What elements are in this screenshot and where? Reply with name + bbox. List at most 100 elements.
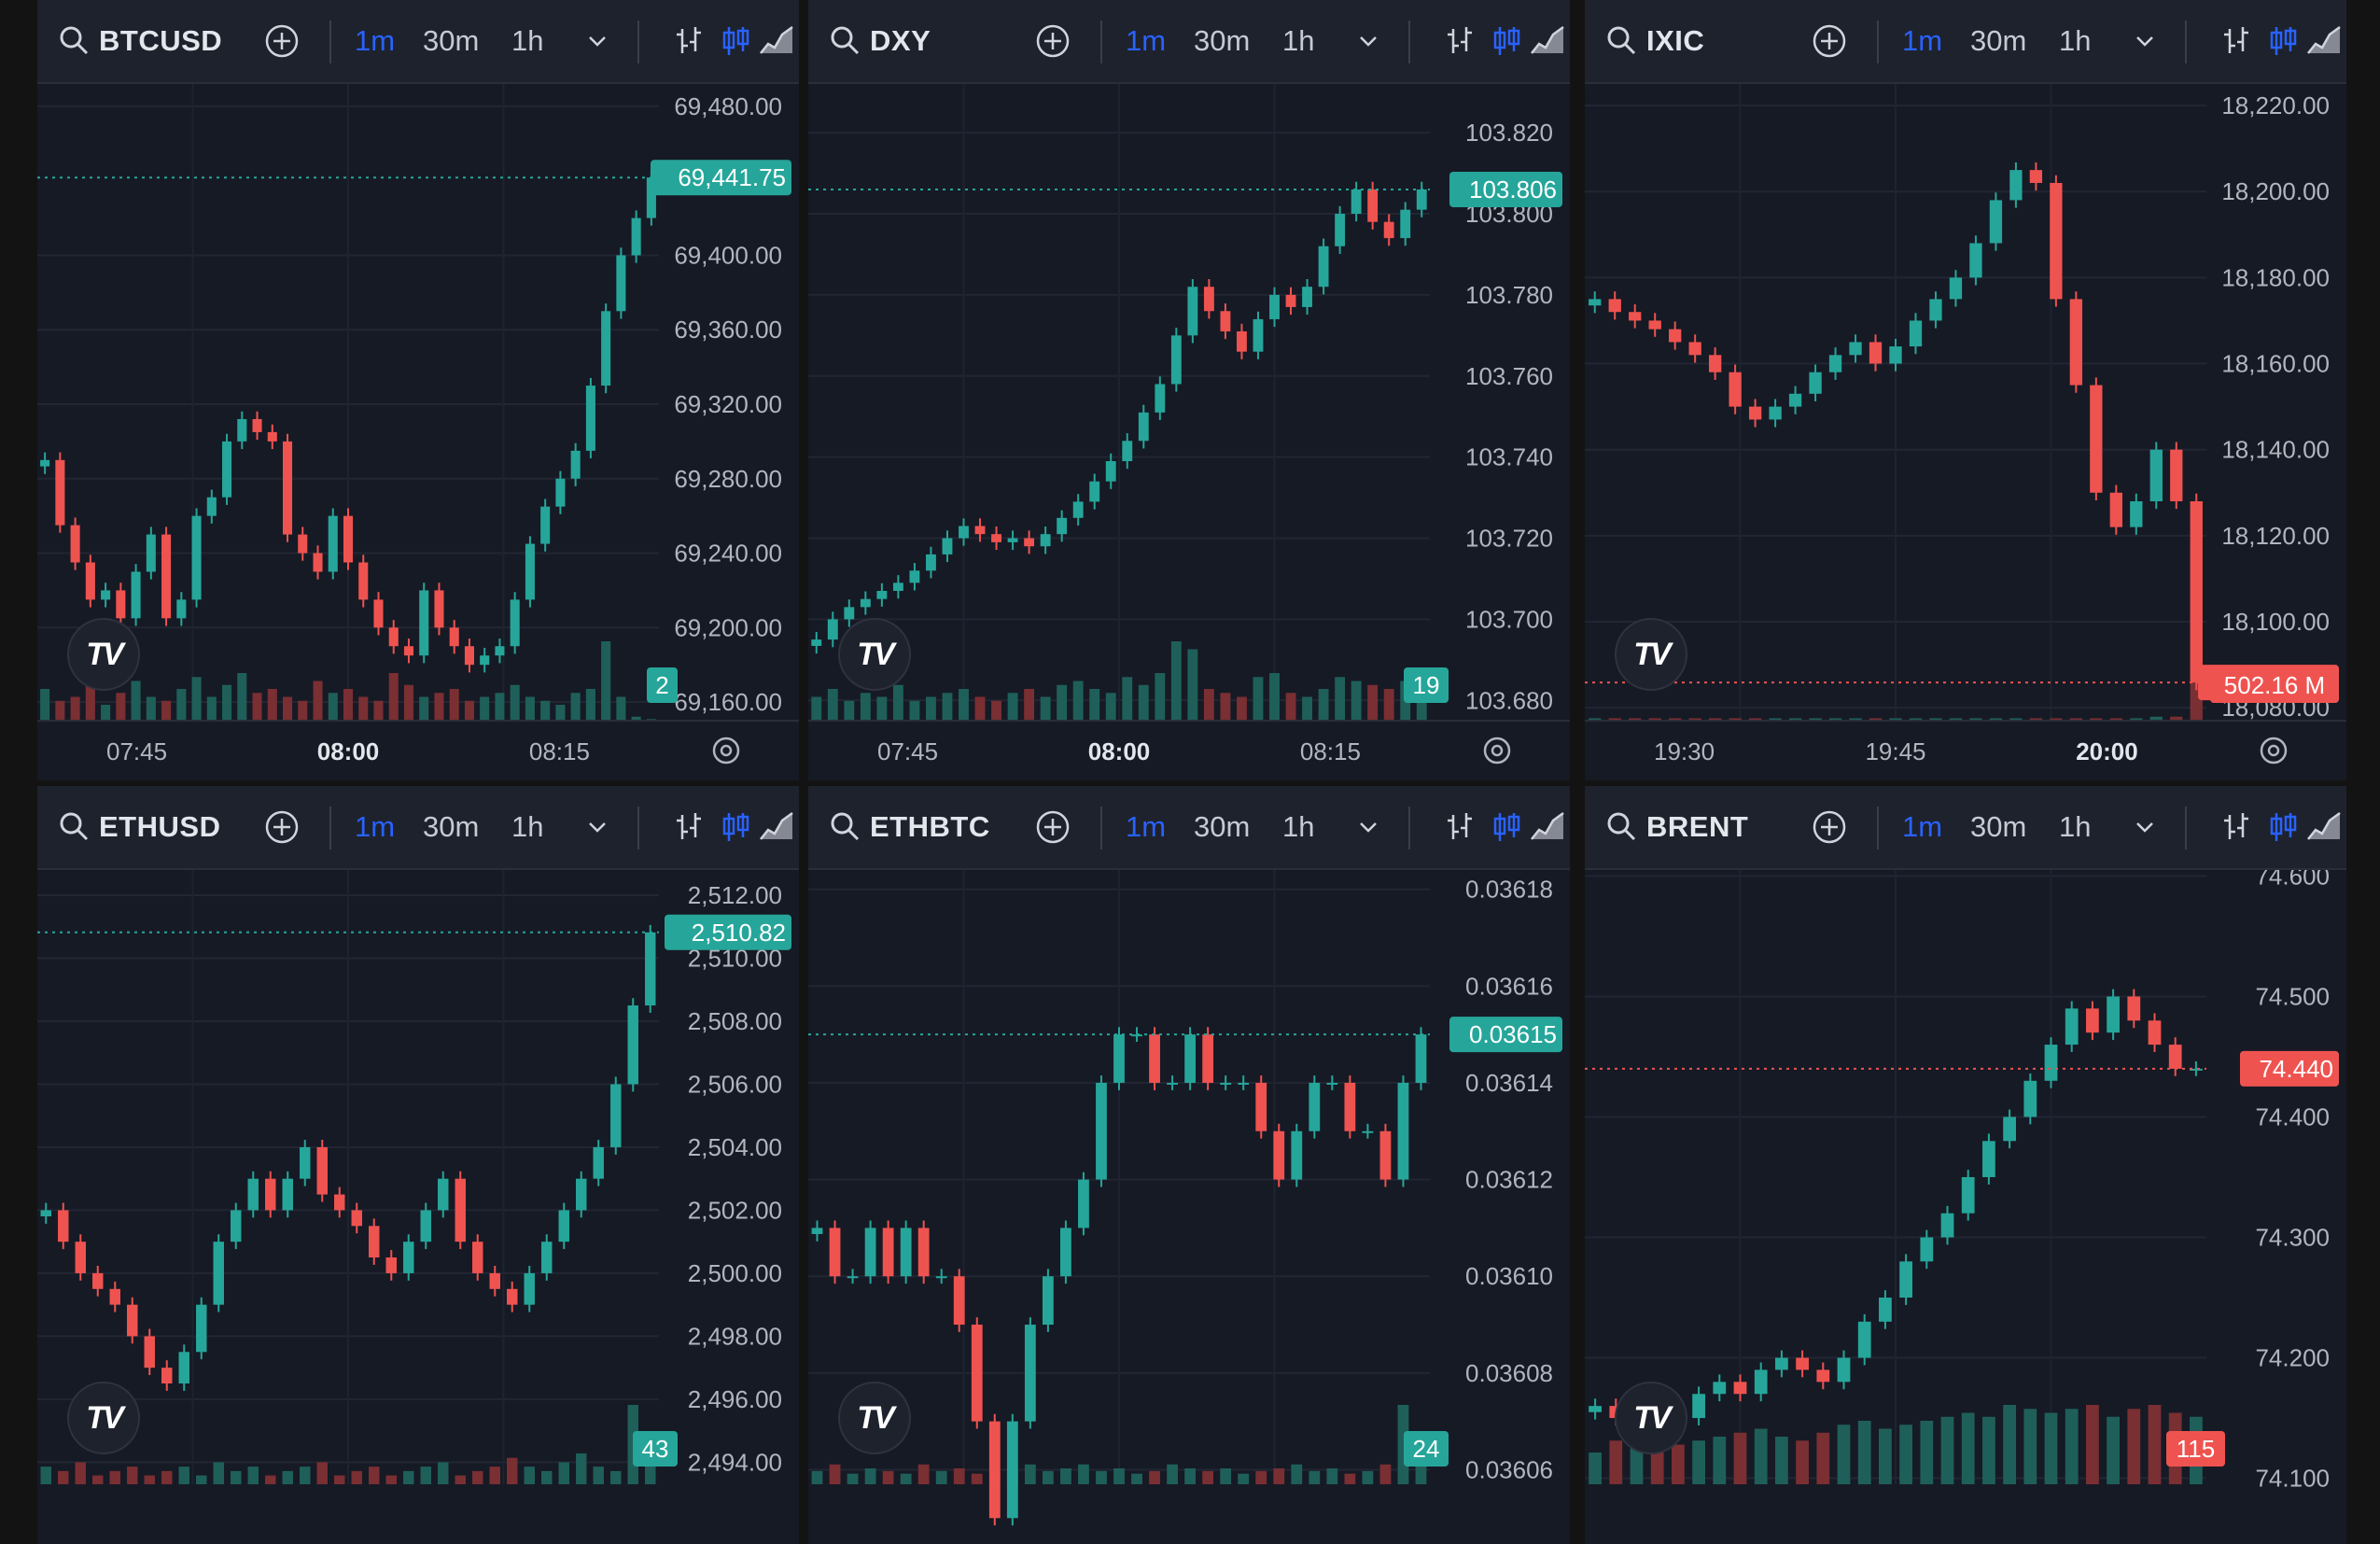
chart-area[interactable]: 103.820 103.800 103.780 103.760 103.740 103.7… — [808, 84, 1570, 780]
chart-canvas[interactable]: 69,480.00 69,400.00 69,360.00 69,320.00 69,2… — [37, 84, 799, 780]
area-icon[interactable] — [2305, 0, 2343, 82]
chevron-down-icon[interactable] — [579, 786, 616, 868]
symbol-label[interactable]: BTCUSD — [99, 24, 223, 57]
chart-canvas[interactable]: 0.03618 0.03616 0.03614 0.03612 0.03610 0.036… — [808, 870, 1570, 1544]
chart-area[interactable]: 18,220.00 18,200.00 18,180.00 18,160.00 18,1… — [1585, 84, 2346, 780]
candles-icon[interactable] — [717, 786, 754, 868]
interval-1m[interactable]: 1m — [1126, 24, 1167, 57]
search-icon[interactable] — [827, 0, 864, 82]
bar-style-icon[interactable] — [670, 0, 707, 82]
area-icon[interactable] — [1529, 0, 1566, 82]
symbol-label[interactable]: IXIC — [1646, 24, 1705, 57]
chart-canvas[interactable]: 18,220.00 18,200.00 18,180.00 18,160.00 18,1… — [1585, 84, 2346, 780]
interval-1m[interactable]: 1m — [1902, 24, 1943, 57]
interval-30m[interactable]: 30m — [423, 24, 480, 57]
y-tick-label: 18,180.00 — [2221, 263, 2330, 291]
chevron-down-icon[interactable] — [1350, 0, 1387, 82]
area-icon[interactable] — [758, 786, 795, 868]
add-circle-icon[interactable] — [1811, 786, 1848, 868]
candles-icon[interactable] — [1488, 786, 1525, 868]
add-circle-icon[interactable] — [1034, 0, 1071, 82]
area-icon[interactable] — [2305, 786, 2343, 868]
interval-1h[interactable]: 1h — [511, 24, 544, 57]
volume-bar — [1857, 1421, 1871, 1484]
volume-bar — [1629, 718, 1642, 721]
tradingview-logo-icon[interactable]: TV — [1615, 618, 1687, 691]
bar-style-icon[interactable] — [670, 786, 707, 868]
volume-bar — [1184, 1468, 1197, 1484]
chart-canvas[interactable]: 74.600 74.500 74.400 74.300 74.200 74.100 74.4… — [1585, 870, 2346, 1544]
tradingview-logo-icon[interactable]: TV — [838, 1382, 911, 1454]
interval-1h[interactable]: 1h — [511, 810, 544, 843]
interval-1m[interactable]: 1m — [1902, 810, 1943, 843]
chevron-down-icon[interactable] — [2126, 0, 2163, 82]
tradingview-logo-icon[interactable]: TV — [838, 618, 911, 691]
area-icon[interactable] — [758, 0, 795, 82]
tradingview-logo-icon[interactable]: TV — [67, 618, 140, 691]
candle-body — [1754, 1369, 1768, 1395]
bar-style-icon[interactable] — [2218, 0, 2255, 82]
interval-30m[interactable]: 30m — [1970, 810, 2027, 843]
add-circle-icon[interactable] — [1034, 786, 1071, 868]
interval-30m[interactable]: 30m — [1970, 24, 2027, 57]
search-icon[interactable] — [1603, 786, 1641, 868]
interval-1m[interactable]: 1m — [355, 24, 396, 57]
area-icon[interactable] — [1529, 786, 1566, 868]
chart-area[interactable]: 0.03618 0.03616 0.03614 0.03612 0.03610 0.036… — [808, 870, 1570, 1544]
toolbar-divider — [329, 807, 331, 849]
candles-icon[interactable] — [717, 0, 754, 82]
search-icon[interactable] — [827, 786, 864, 868]
settings-gear-icon[interactable] — [1483, 737, 1511, 765]
candles-icon[interactable] — [1488, 0, 1525, 82]
y-tick-label: 18,140.00 — [2221, 436, 2330, 464]
chevron-down-icon[interactable] — [2126, 786, 2163, 868]
interval-30m[interactable]: 30m — [1194, 24, 1251, 57]
chart-canvas[interactable]: 103.820103.800103.780103.760103.740103.7… — [808, 84, 1570, 780]
symbol-label[interactable]: ETHUSD — [99, 810, 221, 843]
chevron-down-icon[interactable] — [1350, 786, 1387, 868]
panel-toolbar: ETHUSD 1m 30m 1h — [37, 786, 799, 870]
candles-icon[interactable] — [2264, 0, 2302, 82]
symbol-label[interactable]: DXY — [870, 24, 931, 57]
bar-style-icon[interactable] — [1441, 786, 1478, 868]
bar-style-icon[interactable] — [2218, 786, 2255, 868]
volume-bar — [510, 684, 520, 721]
add-circle-icon[interactable] — [263, 786, 301, 868]
chart-area[interactable]: 2,512.00 2,510.00 2,508.00 2,506.00 2,504.00… — [37, 870, 799, 1544]
candle-body — [1105, 460, 1116, 482]
volume-bar — [316, 1462, 328, 1484]
search-icon[interactable] — [56, 0, 93, 82]
y-tick-label: 69,480.00 — [674, 92, 782, 120]
search-icon[interactable] — [56, 786, 93, 868]
symbol-label[interactable]: BRENT — [1646, 810, 1749, 843]
chart-area[interactable]: 74.600 74.500 74.400 74.300 74.200 74.100 74.4… — [1585, 870, 2346, 1544]
candle-body — [1629, 312, 1642, 321]
add-circle-icon[interactable] — [1811, 0, 1848, 82]
tradingview-logo-icon[interactable]: TV — [1615, 1382, 1687, 1454]
volume-bar — [1285, 693, 1296, 721]
chevron-down-icon[interactable] — [579, 0, 616, 82]
interval-1h[interactable]: 1h — [1282, 24, 1315, 57]
volume-bar — [1220, 1468, 1232, 1484]
interval-1h[interactable]: 1h — [2059, 810, 2092, 843]
y-tick-label: 74.200 — [2255, 1344, 2330, 1372]
chart-area[interactable]: 69,480.00 69,400.00 69,360.00 69,320.00 69,2… — [37, 84, 799, 780]
interval-1m[interactable]: 1m — [355, 810, 396, 843]
search-icon[interactable] — [1603, 0, 1641, 82]
volume-bar — [1729, 718, 1742, 721]
tradingview-logo-icon[interactable]: TV — [67, 1382, 140, 1454]
candle-body — [974, 526, 986, 535]
interval-1m[interactable]: 1m — [1126, 810, 1167, 843]
volume-bar — [388, 673, 399, 721]
interval-30m[interactable]: 30m — [423, 810, 480, 843]
settings-gear-icon[interactable] — [2260, 737, 2288, 765]
interval-30m[interactable]: 30m — [1194, 810, 1251, 843]
add-circle-icon[interactable] — [263, 0, 301, 82]
candles-icon[interactable] — [2264, 786, 2302, 868]
interval-1h[interactable]: 1h — [1282, 810, 1315, 843]
chart-canvas[interactable]: 2,512.002,510.002,508.002,506.002,504.00… — [37, 870, 799, 1544]
bar-style-icon[interactable] — [1441, 0, 1478, 82]
symbol-label[interactable]: ETHBTC — [870, 810, 990, 843]
settings-gear-icon[interactable] — [712, 737, 740, 765]
interval-1h[interactable]: 1h — [2059, 24, 2092, 57]
